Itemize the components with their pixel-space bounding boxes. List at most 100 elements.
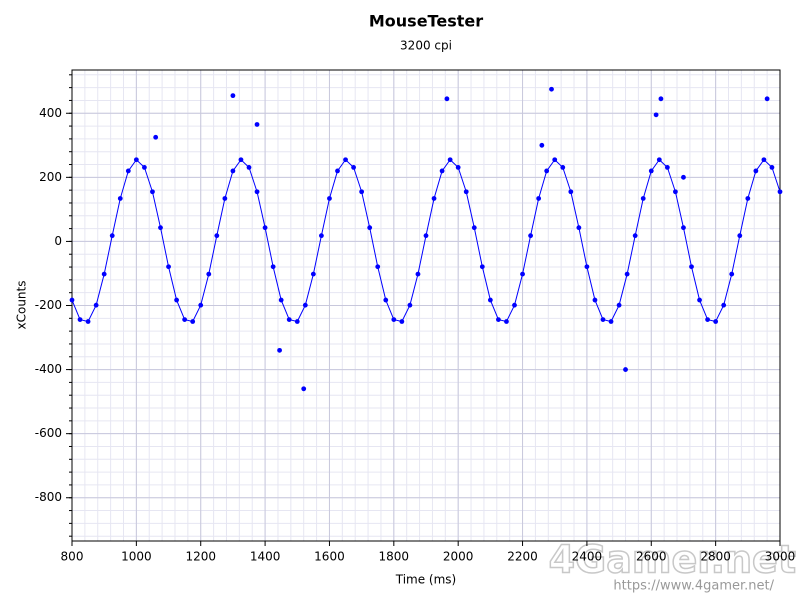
point <box>705 317 710 322</box>
point <box>777 189 783 195</box>
point <box>399 319 405 324</box>
point <box>222 196 228 201</box>
point <box>487 297 493 303</box>
point <box>77 317 83 322</box>
point <box>568 189 574 195</box>
x-tick-label: 2800 <box>700 550 731 564</box>
point <box>520 271 525 277</box>
x-axis-label: Time (ms) <box>395 573 457 587</box>
point <box>214 233 220 239</box>
point <box>294 319 300 324</box>
point <box>539 142 545 148</box>
x-tick-label: 1400 <box>250 550 281 564</box>
point <box>238 157 244 163</box>
point <box>230 168 236 174</box>
point <box>608 319 614 324</box>
x-tick-label: 2000 <box>443 550 474 564</box>
point <box>101 271 107 277</box>
point <box>592 297 598 303</box>
plot <box>71 70 781 541</box>
point <box>230 93 236 99</box>
point <box>576 225 582 231</box>
y-tick-label: -400 <box>35 362 62 376</box>
point <box>623 367 628 372</box>
marks: 800 1000 1200 1400 1600 1800 2000 2200 2400 2600 2… <box>35 69 795 564</box>
x-tick-label: 2400 <box>572 550 603 564</box>
y-tick-label: -200 <box>35 298 62 312</box>
point <box>278 297 284 303</box>
point <box>664 165 670 170</box>
point <box>656 157 662 163</box>
point <box>153 134 159 140</box>
point <box>182 317 188 322</box>
point <box>343 157 348 163</box>
point <box>367 225 373 231</box>
point <box>544 168 550 174</box>
point <box>439 168 445 174</box>
x-tick-label: 2600 <box>636 550 667 564</box>
point <box>512 302 517 308</box>
point <box>549 86 554 92</box>
point <box>150 189 155 195</box>
point <box>463 189 469 195</box>
x-tick-label: 1600 <box>314 550 345 564</box>
point <box>769 165 775 170</box>
point <box>117 196 123 201</box>
point <box>616 302 622 308</box>
point <box>174 297 179 303</box>
y-tick-label: 200 <box>39 170 62 184</box>
point <box>560 165 566 170</box>
point <box>277 347 282 353</box>
point <box>584 264 590 270</box>
point <box>69 297 75 303</box>
point <box>310 271 316 277</box>
point <box>444 96 450 102</box>
point <box>721 302 727 308</box>
point <box>536 196 542 201</box>
point <box>455 165 461 170</box>
point <box>415 271 421 277</box>
point <box>262 225 268 231</box>
point <box>640 196 646 201</box>
point <box>713 319 719 324</box>
point <box>764 96 770 102</box>
point <box>327 196 332 201</box>
x-tick-label: 1800 <box>379 550 410 564</box>
x-tick-label: 1000 <box>121 550 152 564</box>
point <box>286 317 292 322</box>
point <box>658 96 664 102</box>
point <box>375 264 381 270</box>
point <box>125 168 131 174</box>
point <box>600 317 606 322</box>
point <box>761 157 767 163</box>
point <box>528 233 533 239</box>
y-axis-label: xCounts <box>15 281 29 330</box>
chart-title: MouseTester <box>369 12 483 31</box>
point <box>673 189 678 195</box>
series-line <box>71 158 781 323</box>
point <box>552 157 558 163</box>
point <box>133 157 139 163</box>
point <box>319 233 324 239</box>
point <box>109 233 115 239</box>
point <box>737 233 743 239</box>
point <box>496 317 501 322</box>
y-tick-label: 0 <box>54 234 62 248</box>
point <box>142 165 147 170</box>
y-tick-label: -600 <box>35 426 62 440</box>
plot-border <box>71 69 781 542</box>
point <box>423 233 429 239</box>
point <box>206 271 212 277</box>
x-tick-label: 2200 <box>507 550 538 564</box>
point <box>681 225 686 231</box>
point <box>753 168 759 174</box>
point <box>632 233 638 239</box>
point <box>689 264 694 270</box>
point <box>471 225 477 231</box>
point <box>624 271 630 277</box>
point <box>335 168 340 174</box>
point <box>254 122 260 127</box>
point <box>729 271 735 277</box>
y-tick-label: 400 <box>39 106 62 120</box>
